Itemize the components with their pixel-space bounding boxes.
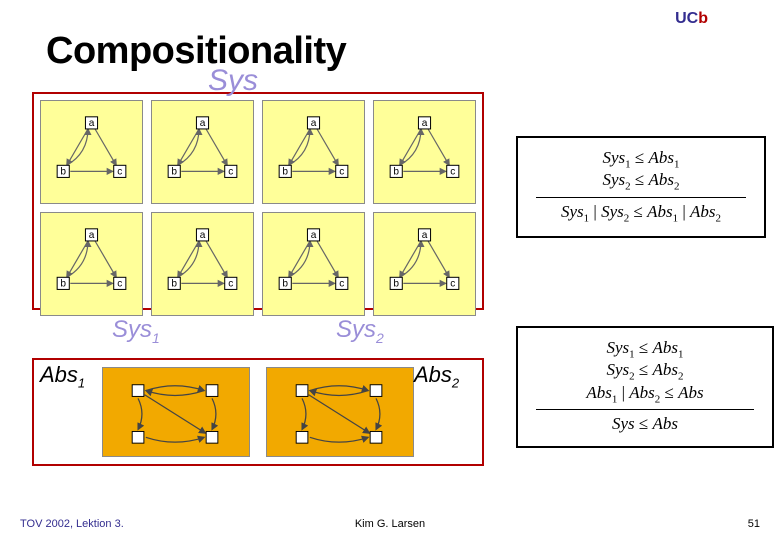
sys-cell: a b c	[373, 212, 476, 316]
sys-cell: a b c	[373, 100, 476, 204]
sys-cell: a b c	[262, 100, 365, 204]
svg-text:a: a	[200, 118, 206, 129]
sys-cell: a b c	[262, 212, 365, 316]
slide: UCb Compositionality Sys abc abc abc abc…	[0, 0, 780, 540]
sys-grid: a b c a b c a b c a b c a b c a b c a b c a b c	[40, 100, 476, 302]
svg-text:b: b	[171, 166, 177, 177]
rule-conclusion: Sys ≤ Abs	[536, 414, 754, 434]
sys2-label: Sys2	[336, 316, 384, 346]
svg-text:b: b	[393, 166, 399, 177]
abs-tile	[102, 367, 250, 457]
rule-box-1: Sys1 ≤ Abs1Sys2 ≤ Abs2 Sys1 | Sys2 ≤ Abs1…	[516, 136, 766, 238]
abs2-text: Abs	[414, 362, 452, 387]
sys1-sub: 1	[152, 330, 160, 346]
logo-uc: UC	[675, 10, 698, 27]
svg-text:c: c	[339, 278, 344, 289]
abs1-label: Abs1	[40, 362, 85, 390]
abs1-sub: 1	[78, 375, 85, 390]
svg-text:a: a	[422, 230, 428, 241]
logo: UCb	[675, 10, 708, 28]
svg-text:c: c	[117, 166, 122, 177]
footer-center: Kim G. Larsen	[0, 518, 780, 530]
svg-text:c: c	[450, 278, 455, 289]
sys-label: Sys	[208, 64, 258, 98]
rule-box-2: Sys1 ≤ Abs1Sys2 ≤ Abs2Abs1 | Abs2 ≤ Abs S…	[516, 326, 774, 448]
svg-text:c: c	[339, 166, 344, 177]
rule-premise: Sys2 ≤ Abs2	[536, 360, 754, 382]
rule-premise: Sys1 ≤ Abs1	[536, 148, 746, 170]
abs2-label: Abs2	[414, 362, 459, 390]
svg-text:a: a	[200, 230, 206, 241]
svg-text:b: b	[393, 278, 399, 289]
svg-text:c: c	[228, 166, 233, 177]
svg-text:a: a	[311, 230, 317, 241]
sys1-text: Sys	[112, 316, 152, 343]
svg-text:a: a	[311, 118, 317, 129]
svg-text:c: c	[450, 166, 455, 177]
svg-text:c: c	[228, 278, 233, 289]
rule-divider	[536, 409, 754, 410]
abs-tile	[266, 367, 414, 457]
abs2-sub: 2	[452, 375, 459, 390]
page-title: Compositionality	[46, 30, 346, 73]
rule-conclusion: Sys1 | Sys2 ≤ Abs1 | Abs2	[536, 202, 746, 224]
abs1-text: Abs	[40, 362, 78, 387]
rule-premise: Abs1 | Abs2 ≤ Abs	[536, 383, 754, 405]
footer-right: 51	[748, 518, 760, 530]
svg-text:a: a	[422, 118, 428, 129]
sys1-label: Sys1	[112, 316, 160, 346]
sys-cell: a b c	[40, 212, 143, 316]
svg-text:b: b	[171, 278, 177, 289]
rule-premise: Sys2 ≤ Abs2	[536, 170, 746, 192]
logo-b: b	[698, 10, 708, 27]
svg-text:b: b	[60, 166, 66, 177]
svg-text:a: a	[89, 118, 95, 129]
svg-text:c: c	[117, 278, 122, 289]
sys-cell: a b c	[151, 212, 254, 316]
abs-inner	[94, 366, 422, 458]
rule-premise: Sys1 ≤ Abs1	[536, 338, 754, 360]
sys2-text: Sys	[336, 316, 376, 343]
rule-divider	[536, 197, 746, 198]
sys-cell: a b c	[151, 100, 254, 204]
svg-text:b: b	[282, 278, 288, 289]
svg-text:b: b	[282, 166, 288, 177]
svg-text:b: b	[60, 278, 66, 289]
sys-box: a b c a b c a b c a b c a b c a b c a b c a b c	[32, 92, 484, 310]
sys2-sub: 2	[376, 330, 384, 346]
sys-cell: a b c	[40, 100, 143, 204]
svg-text:a: a	[89, 230, 95, 241]
